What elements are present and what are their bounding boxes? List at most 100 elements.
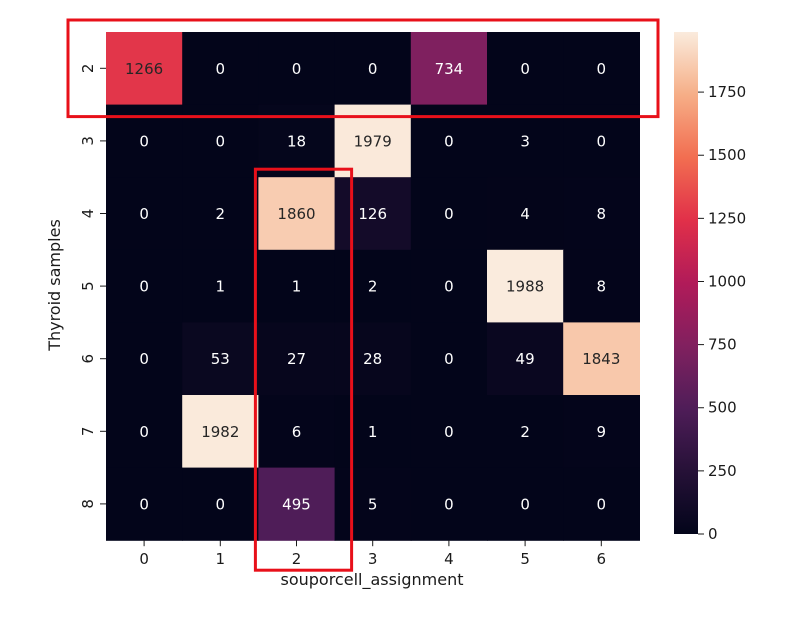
heatmap-cell: [334, 467, 412, 541]
cell-value-label: 0: [444, 350, 454, 368]
heatmap-cell: [106, 395, 183, 469]
cell-value-label: 0: [597, 495, 607, 513]
cell-value-label: 1982: [201, 423, 239, 441]
x-tick-label: 5: [520, 550, 530, 568]
heatmap-cell: [563, 32, 640, 106]
cell-value-label: 734: [435, 60, 464, 78]
heatmap-cell: [487, 249, 564, 323]
cell-value-label: 1860: [277, 205, 315, 223]
heatmap-cell: [258, 177, 336, 251]
highlight-annotations: [66, 18, 660, 572]
cell-value-label: 1: [216, 278, 226, 296]
cell-value-label: 3: [520, 132, 530, 150]
heatmap-cell: [258, 32, 336, 106]
heatmap-cell: [410, 249, 488, 323]
cell-value-label: 6: [292, 423, 302, 441]
cell-value-label: 0: [597, 60, 607, 78]
cell-value-label: 53: [211, 350, 230, 368]
y-tick-label: 8: [79, 499, 97, 509]
heatmap-cell: [334, 32, 412, 106]
heatmap-cell: [563, 177, 640, 251]
cell-value-label: 2: [520, 423, 530, 441]
cell-value-label: 1988: [506, 278, 544, 296]
cell-value-label: 27: [287, 350, 306, 368]
cell-value-label: 2: [216, 205, 226, 223]
heatmap-cell: [106, 32, 183, 106]
heatmap-cell: [258, 249, 336, 323]
cell-value-label: 1843: [582, 350, 620, 368]
heatmap-cell: [258, 467, 336, 541]
x-tick-label: 2: [292, 550, 302, 568]
cell-value-label: 0: [520, 60, 530, 78]
cell-value-label: 1979: [354, 132, 392, 150]
cell-value-label: 0: [139, 132, 149, 150]
heatmap-cell: [106, 322, 183, 396]
colorbar: 0 250 500 750 1000 1250 1500 1750: [674, 32, 746, 543]
heatmap-cell: [182, 395, 259, 469]
cell-value-label: 8: [597, 278, 607, 296]
heatmap-cell: [182, 249, 259, 323]
cell-value-label: 0: [139, 350, 149, 368]
heatmap-cell: [182, 177, 259, 251]
cell-value-label: 8: [597, 205, 607, 223]
colorbar-tick-label: 500: [708, 399, 737, 417]
heatmap-cell: [182, 32, 259, 106]
colorbar-tick-label: 1000: [708, 272, 746, 290]
cell-value-label: 0: [292, 60, 302, 78]
heatmap-cells: 1266 0 0 0 734 0 00 0 18 1979 0 3 00 2 1860 126 0 4 80 1 1 2 0…: [106, 32, 640, 541]
heatmap-cell: [106, 177, 183, 251]
cell-value-label: 495: [282, 495, 311, 513]
heatmap-cell: [487, 467, 564, 541]
heatmap-cell: [334, 249, 412, 323]
highlight-box-row: [66, 18, 660, 119]
cell-value-label: 4: [520, 205, 530, 223]
heatmap-cell: [106, 249, 183, 323]
cell-value-label: 0: [444, 495, 454, 513]
heatmap-cell: [258, 395, 336, 469]
x-tick-label: 4: [444, 550, 454, 568]
heatmap-cell: [334, 177, 412, 251]
cell-value-label: 28: [363, 350, 382, 368]
heatmap-cell: [410, 177, 488, 251]
heatmap-cell: [334, 395, 412, 469]
cell-value-label: 0: [444, 205, 454, 223]
cell-value-label: 0: [520, 495, 530, 513]
heatmap-cell: [563, 322, 640, 396]
colorbar-tick-label: 250: [708, 462, 737, 480]
y-tick-label: 6: [79, 354, 97, 364]
cell-value-label: 0: [216, 495, 226, 513]
cell-value-label: 0: [368, 60, 378, 78]
heatmap-cell: [563, 395, 640, 469]
y-axis-label: Thyroid samples: [45, 219, 64, 352]
heatmap-cell: [487, 177, 564, 251]
heatmap-cell: [182, 467, 259, 541]
cell-value-label: 1: [292, 278, 302, 296]
cell-value-label: 18: [287, 132, 306, 150]
cell-value-label: 1266: [125, 60, 163, 78]
y-tick-label: 4: [79, 209, 97, 219]
heatmap-cell: [487, 32, 564, 106]
heatmap-cell: [334, 322, 412, 396]
heatmap-cell: [106, 467, 183, 541]
y-tick-label: 2: [79, 64, 97, 74]
colorbar-tick-label: 750: [708, 336, 737, 354]
x-tick-label: 3: [368, 550, 378, 568]
colorbar-gradient: [674, 32, 698, 534]
x-axis: 0 1 2 3 4 5 6: [139, 540, 606, 568]
heatmap-cell: [182, 322, 259, 396]
y-tick-label: 5: [79, 281, 97, 291]
y-axis: 2 3 4 5 6 7 8: [79, 64, 106, 509]
cell-value-label: 0: [216, 60, 226, 78]
heatmap-cell: [487, 395, 564, 469]
x-axis-label: souporcell_assignment: [280, 570, 463, 590]
cell-value-label: 1: [368, 423, 378, 441]
heatmap-cell: [563, 467, 640, 541]
colorbar-tick-label: 0: [708, 525, 718, 543]
heatmap-cell: [410, 395, 488, 469]
cell-value-label: 0: [444, 132, 454, 150]
heatmap-cell: [410, 322, 488, 396]
y-tick-label: 3: [79, 136, 97, 146]
cell-value-label: 5: [368, 495, 378, 513]
